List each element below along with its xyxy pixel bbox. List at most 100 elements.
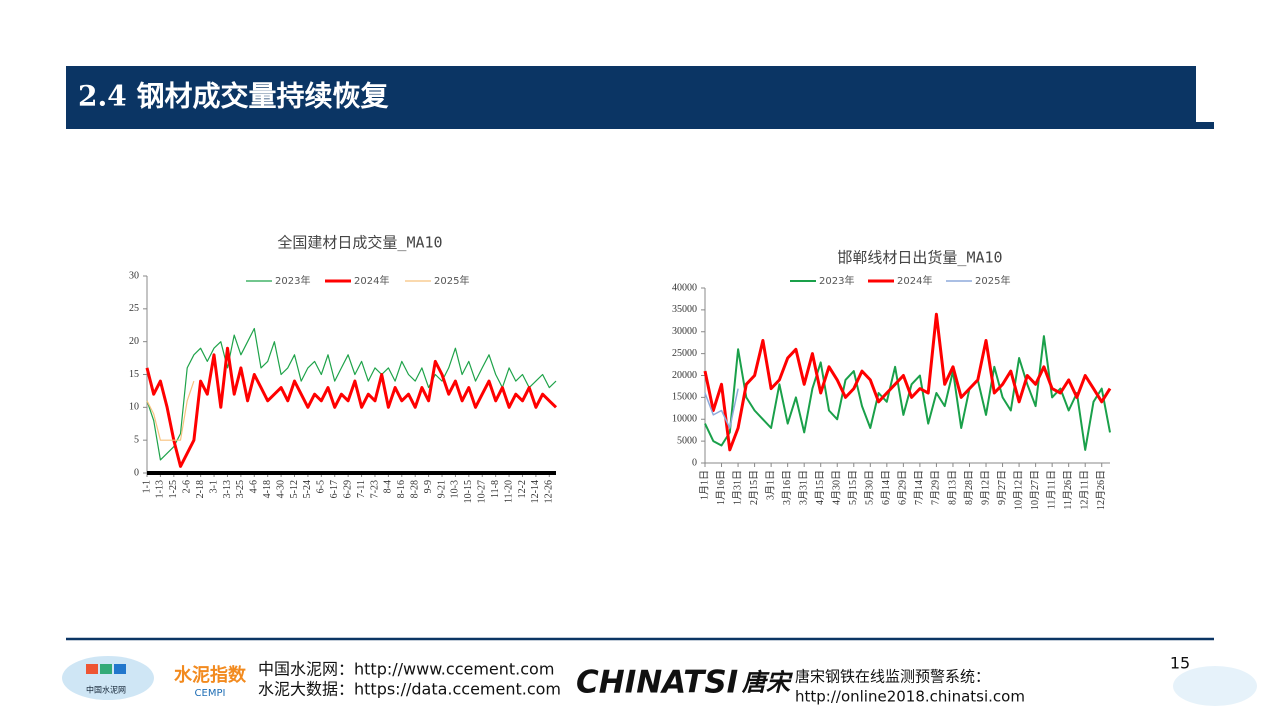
legend-label: 2025年	[975, 274, 1010, 287]
logo2-text: 水泥指数	[174, 664, 247, 686]
x-tick-label: 10月27日	[1029, 470, 1041, 510]
brand: CHINATSI	[576, 665, 738, 701]
x-tick-label: 4-6	[249, 480, 260, 493]
x-tick-label: 8-4	[383, 480, 394, 493]
x-tick-label: 6-17	[329, 480, 340, 498]
y-tick-label: 20000	[672, 370, 697, 381]
header-strip	[1196, 122, 1214, 129]
x-tick-label: 6-29	[342, 480, 353, 498]
x-tick-label: 7-11	[356, 480, 367, 498]
x-tick-label: 12-2	[517, 480, 528, 498]
y-tick-label: 20	[129, 336, 139, 347]
x-tick-label: 1月1日	[698, 470, 710, 500]
y-tick-label: 30	[129, 270, 139, 281]
x-tick-label: 4-18	[262, 480, 273, 498]
x-tick-label: 12-26	[544, 480, 555, 503]
logo1-text: 中国水泥网	[86, 685, 126, 695]
series-line	[704, 388, 739, 429]
x-tick-label: 3月31日	[797, 470, 809, 505]
x-tick-label: 5月15日	[847, 470, 859, 505]
x-tick-label: 8月28日	[963, 470, 975, 505]
logo2-sub: CEMPI	[195, 688, 226, 699]
x-tick-label: 10-27	[477, 480, 488, 503]
brand-cn: 唐宋	[741, 668, 794, 697]
x-tick-label: 6月14日	[880, 470, 892, 505]
y-tick-label: 5	[134, 434, 139, 445]
logo1-block	[114, 664, 126, 674]
x-tick-label: 9-9	[423, 480, 434, 493]
footer-line: 中国水泥网：http://www.ccement.com	[258, 660, 554, 679]
x-tick-label: 7-23	[369, 480, 380, 498]
x-tick-label: 1月31日	[731, 470, 743, 505]
x-tick-label: 2月15日	[748, 470, 760, 505]
x-tick-label: 10月12日	[1012, 470, 1024, 510]
x-tick-label: 11-20	[503, 480, 514, 503]
legend-label: 2024年	[897, 274, 932, 287]
y-tick-label: 0	[692, 457, 697, 468]
series-line	[703, 312, 1112, 452]
x-tick-label: 10-3	[450, 480, 461, 498]
y-tick-label: 10000	[672, 414, 697, 425]
x-tick-label: 8-28	[409, 480, 420, 498]
x-tick-label: 6-5	[316, 480, 327, 493]
footer-line: 水泥大数据：https://data.ccement.com	[258, 680, 561, 699]
x-tick-label: 8-16	[396, 480, 407, 498]
y-tick-label: 25000	[672, 348, 697, 359]
legend-label: 2025年	[434, 274, 469, 287]
x-tick-label: 12-14	[530, 480, 541, 503]
x-tick-label: 1月16日	[715, 470, 727, 505]
corner-logo	[1173, 666, 1257, 706]
x-tick-label: 9月27日	[996, 470, 1008, 505]
x-tick-label: 3月16日	[781, 470, 793, 505]
series-line	[145, 346, 558, 468]
y-tick-label: 10	[129, 402, 139, 413]
x-tick-label: 1-1	[141, 480, 152, 493]
y-tick-label: 5000	[677, 435, 697, 446]
y-tick-label: 25	[129, 303, 139, 314]
logo1-shape	[62, 656, 154, 700]
x-tick-label: 6月29日	[897, 470, 909, 505]
x-tick-label: 7月14日	[913, 470, 925, 505]
series-line	[146, 380, 195, 441]
x-tick-label: 1-25	[168, 480, 179, 498]
x-tick-label: 4-30	[275, 480, 286, 498]
y-tick-label: 15	[129, 369, 139, 380]
x-tick-label: 4月15日	[814, 470, 826, 505]
page-number: 15	[1170, 654, 1190, 673]
logo1-block	[100, 664, 112, 674]
y-tick-label: 0	[134, 467, 139, 478]
x-tick-label: 11-8	[490, 480, 501, 498]
x-tick-label: 10-15	[463, 480, 474, 503]
x-tick-label: 5月30日	[864, 470, 876, 505]
x-tick-label: 4月30日	[831, 470, 843, 505]
x-tick-label: 3月1日	[764, 470, 776, 500]
legend-label: 2023年	[275, 274, 310, 287]
footer-line: 唐宋钢铁在线监测预警系统：	[795, 668, 990, 686]
y-tick-label: 40000	[672, 282, 697, 293]
series-line	[146, 327, 557, 461]
header-bar	[66, 66, 1196, 129]
x-tick-label: 5-24	[302, 480, 313, 498]
x-tick-label: 12月11日	[1079, 470, 1091, 510]
x-tick-label: 8月13日	[946, 470, 958, 505]
x-tick-label: 9-21	[436, 480, 447, 498]
x-tick-label: 1-13	[155, 480, 166, 498]
x-tick-label: 7月29日	[930, 470, 942, 505]
x-tick-label: 2-6	[182, 480, 193, 493]
series-line	[704, 335, 1111, 451]
x-tick-label: 3-25	[235, 480, 246, 498]
x-tick-label: 3-1	[208, 480, 219, 493]
legend-label: 2023年	[819, 274, 854, 287]
logo1-block	[86, 664, 98, 674]
x-tick-label: 9月12日	[979, 470, 991, 505]
x-tick-label: 11月11日	[1045, 470, 1057, 509]
x-tick-label: 5-12	[289, 480, 300, 498]
y-tick-label: 35000	[672, 304, 697, 315]
y-tick-label: 30000	[672, 326, 697, 337]
header-title: 2.4 钢材成交量持续恢复	[78, 80, 388, 113]
x-tick-label: 12月26日	[1095, 470, 1107, 510]
legend-label: 2024年	[354, 274, 389, 287]
footer-line: http://online2018.chinatsi.com	[795, 688, 1025, 706]
